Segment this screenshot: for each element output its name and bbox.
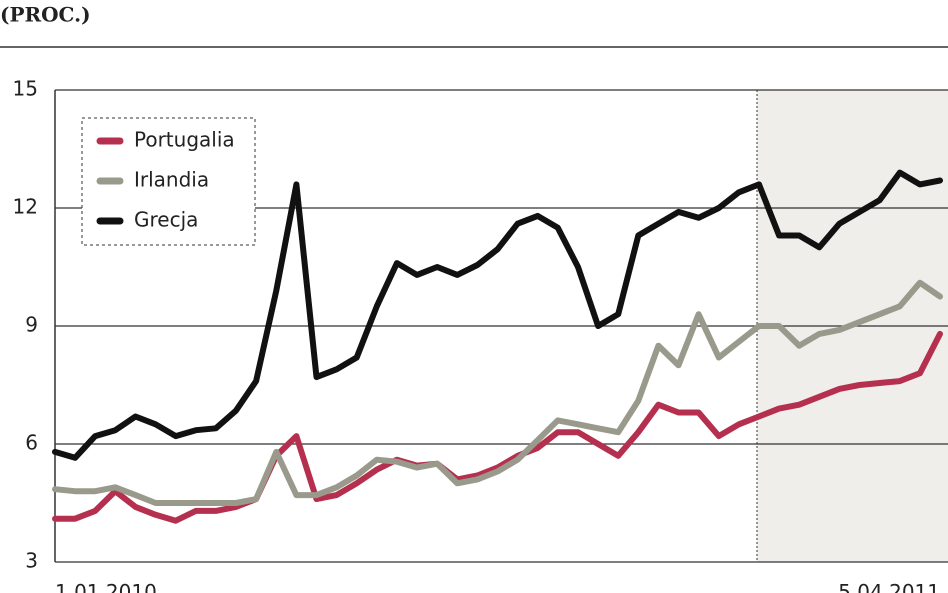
series-line [52,330,943,524]
legend-label: Irlandia [134,168,209,192]
y-tick-label: 3 [25,549,38,573]
x-tick-label: 1.01.2010 [55,580,157,593]
series-line [52,279,943,506]
y-tick-label: 15 [13,77,38,101]
series-line [52,169,943,461]
y-tick-label: 9 [25,313,38,337]
legend-label: Portugalia [134,128,235,152]
y-tick-label: 12 [13,195,38,219]
x-tick-label: 5.04.2011 [838,580,940,593]
legend-label: Grecja [134,208,198,232]
chart-title: (PROC.) [0,3,91,27]
y-tick-label: 6 [25,431,38,455]
